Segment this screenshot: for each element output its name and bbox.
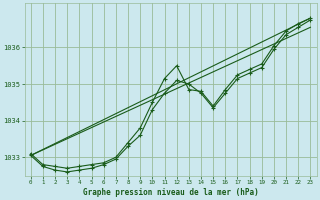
X-axis label: Graphe pression niveau de la mer (hPa): Graphe pression niveau de la mer (hPa)	[83, 188, 259, 197]
